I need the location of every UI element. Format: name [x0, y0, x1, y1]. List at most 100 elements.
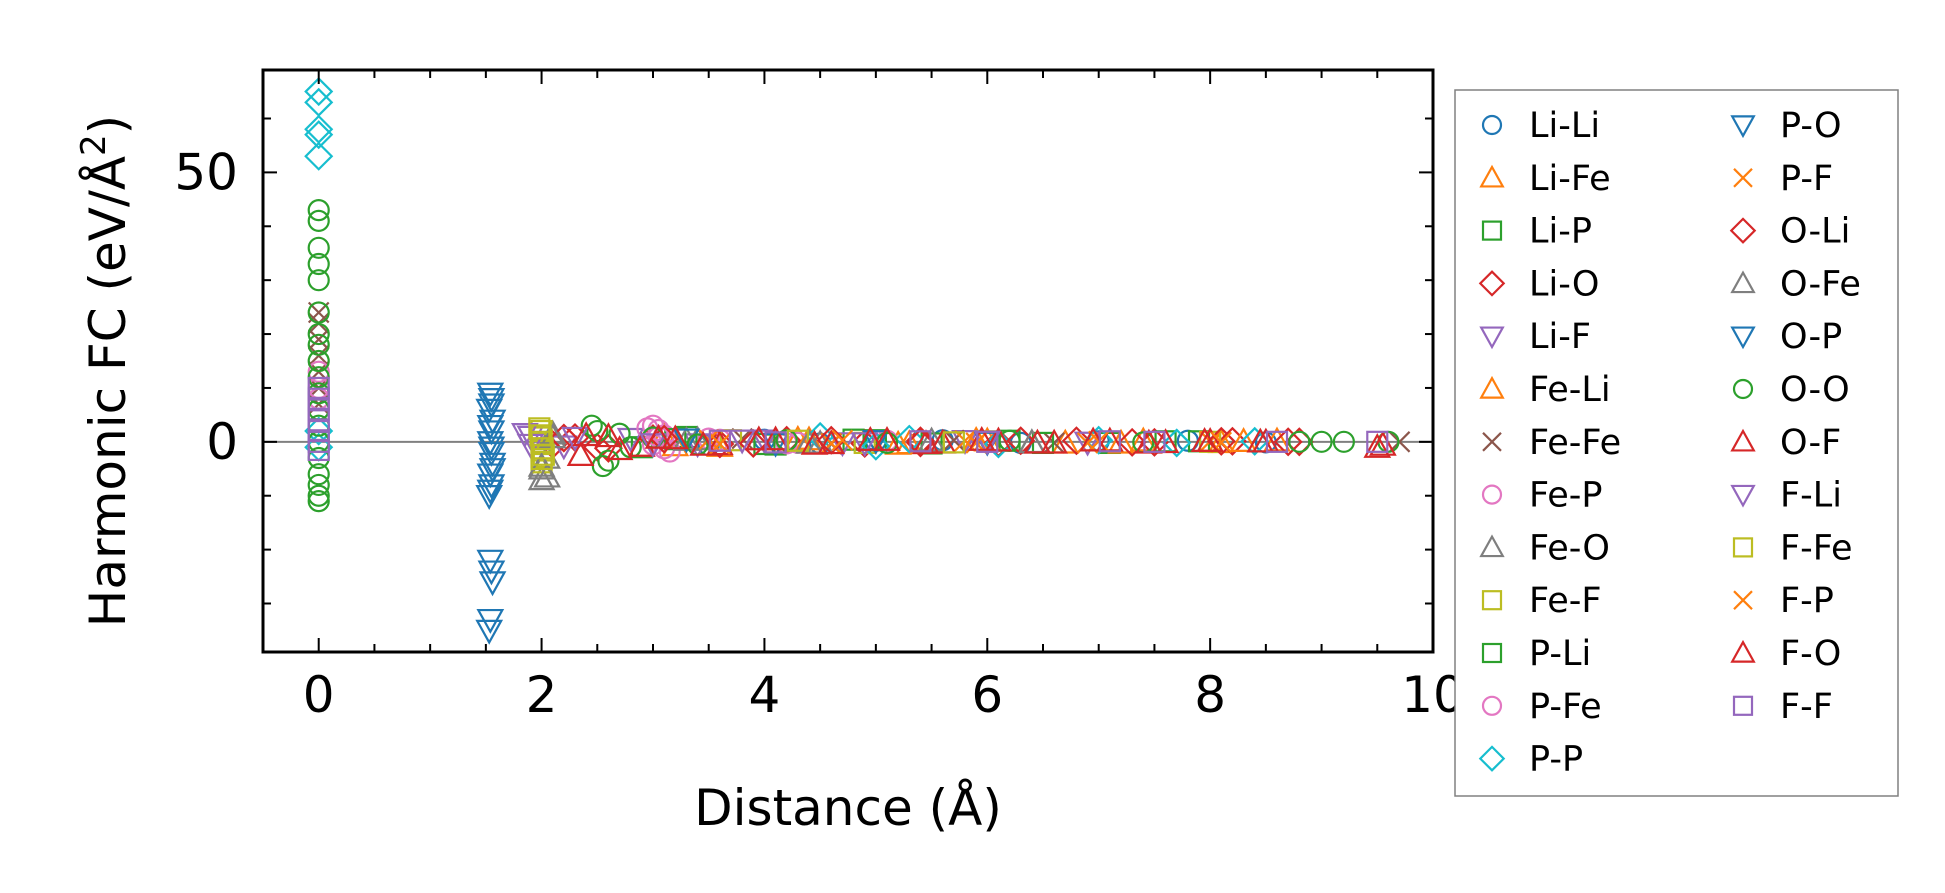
data-point: [1217, 426, 1247, 456]
x-tick-label: 10: [1401, 666, 1465, 724]
y-axis-label-close: ): [79, 115, 137, 135]
legend-marker: [1730, 115, 1756, 139]
legend-item: Li-F: [1479, 317, 1591, 357]
legend-item: Li-Fe: [1479, 159, 1611, 199]
data-point: [942, 431, 965, 454]
data-point: [1040, 428, 1069, 454]
data-point: [307, 301, 330, 324]
data-point: [307, 490, 330, 513]
legend-marker: [1732, 537, 1754, 558]
data-point: [478, 571, 507, 597]
data-point: [561, 426, 589, 452]
data-point: [475, 485, 504, 510]
data-point: [307, 438, 330, 462]
data-point: [861, 430, 890, 456]
legend-label: Fe-P: [1529, 476, 1603, 516]
y-tick-label: 50: [174, 143, 238, 201]
data-point: [477, 436, 506, 462]
data-point: [761, 425, 790, 451]
series-o-f: [566, 422, 1392, 467]
data-point: [549, 423, 579, 453]
data-point: [527, 465, 556, 491]
data-point: [304, 416, 334, 446]
legend-marker: [1732, 378, 1754, 400]
data-point: [828, 432, 857, 458]
data-point: [644, 423, 673, 449]
legend-label: O-Li: [1780, 212, 1850, 252]
data-point: [307, 199, 330, 222]
data-point: [586, 419, 609, 443]
data-point: [478, 458, 507, 484]
legend-label: Li-O: [1529, 264, 1599, 304]
legend-marker: [1733, 590, 1753, 610]
legend-marker: [1730, 326, 1756, 350]
data-point: [1073, 431, 1102, 457]
data-point: [873, 425, 901, 451]
legend-item: Li-O: [1478, 264, 1599, 304]
data-point: [1151, 428, 1180, 454]
x-axis-label: Distance (Å): [694, 779, 1002, 837]
legend-item: O-P: [1730, 317, 1842, 357]
data-point: [1310, 430, 1333, 453]
legend-label: F-Fe: [1780, 528, 1853, 568]
legend-label: O-P: [1780, 317, 1842, 357]
legend-marker: [1482, 432, 1502, 452]
data-point: [861, 431, 891, 461]
legend-marker: [1481, 642, 1503, 664]
data-point: [566, 441, 595, 467]
data-point: [307, 473, 330, 497]
legend-marker: [1730, 270, 1756, 294]
legend-label: F-P: [1780, 581, 1834, 621]
data-point: [572, 421, 601, 447]
data-point: [976, 430, 999, 453]
x-tick-label: 6: [971, 666, 1003, 724]
data-point: [750, 429, 779, 455]
data-point: [307, 236, 330, 259]
y-axis-label: Harmonic FC (eV/Å2): [74, 115, 137, 627]
data-point: [476, 479, 505, 505]
legend-marker: [1481, 484, 1503, 505]
legend-label: P-Li: [1529, 634, 1591, 674]
data-point: [1162, 428, 1192, 458]
legend-label: P-O: [1780, 106, 1842, 146]
legend-marker: [1730, 484, 1756, 508]
data-point: [850, 432, 879, 458]
data-point: [738, 428, 768, 459]
legend-item: Fe-Li: [1479, 370, 1611, 410]
legend-item: F-O: [1730, 634, 1841, 674]
data-point: [307, 269, 330, 292]
x-tick-label: 8: [1194, 666, 1226, 724]
legend-marker: [1481, 695, 1503, 716]
legend-item: P-Fe: [1481, 687, 1602, 727]
data-point: [764, 431, 787, 454]
data-point: [307, 484, 330, 507]
data-point: [304, 120, 334, 150]
data-point: [705, 430, 734, 456]
data-point: [1368, 430, 1397, 456]
legend-item: O-Li: [1729, 212, 1850, 252]
data-point: [894, 424, 924, 454]
legend-item: O-Fe: [1730, 264, 1861, 304]
x-tick-label: 4: [749, 666, 781, 724]
legend-marker: [1481, 220, 1503, 241]
data-point: [1129, 426, 1158, 452]
data-point: [1265, 430, 1289, 453]
legend-marker: [1733, 168, 1753, 188]
data-point: [1366, 430, 1389, 453]
legend-marker: [1479, 326, 1505, 350]
legend-item: Fe-O: [1479, 528, 1610, 568]
data-point: [476, 414, 505, 440]
legend-marker: [1478, 745, 1506, 772]
legend-item: Li-P: [1481, 212, 1592, 252]
data-point: [477, 393, 506, 419]
legend: Li-Li Li-Fe Li-P Li-O Li-F Fe-Li Fe-Fe Fe-P Fe-O…: [1454, 89, 1899, 797]
legend-label: Li-Fe: [1529, 159, 1611, 199]
legend-marker: [1481, 114, 1503, 136]
legend-label: Li-F: [1529, 317, 1591, 357]
legend-marker: [1479, 534, 1505, 558]
data-point: [307, 463, 330, 486]
legend-item: O-F: [1730, 423, 1841, 463]
legend-item: F-F: [1732, 687, 1833, 727]
legend-item: F-P: [1733, 581, 1834, 621]
